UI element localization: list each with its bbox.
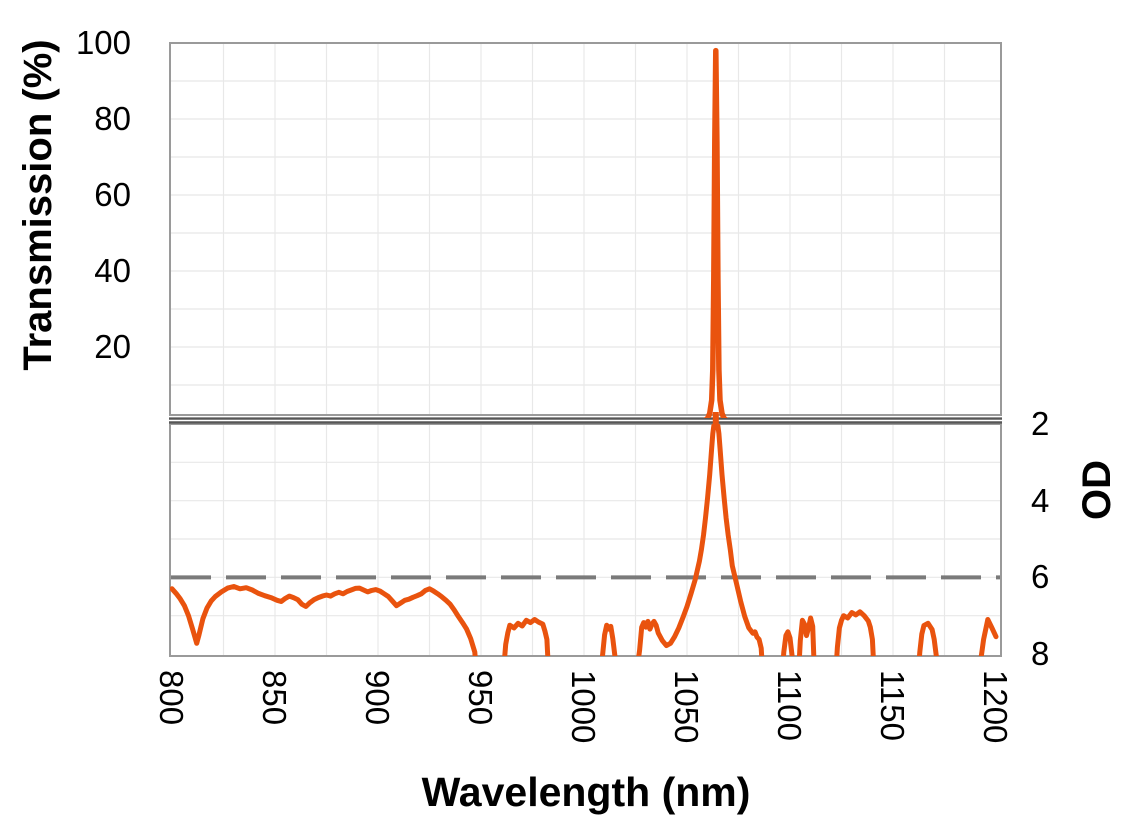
tick-label: 8: [1031, 634, 1050, 672]
tick-label: 40: [94, 252, 131, 289]
y-axis-ticks-transmission: 100 80 60 40 20: [0, 0, 131, 826]
tick-label: 6: [1031, 558, 1050, 596]
tick-label: 1000: [565, 670, 602, 744]
tick-label: 1150: [874, 670, 911, 741]
tick-label: 4: [1031, 481, 1050, 519]
x-axis-title: Wavelength (nm): [421, 769, 751, 815]
tick-label: 950: [462, 670, 499, 726]
tick-label: 800: [153, 670, 190, 726]
tick-label: 100: [75, 24, 131, 61]
tick-label: 60: [94, 176, 131, 213]
tick-label: 850: [256, 670, 293, 726]
tick-label: 1200: [977, 670, 1014, 744]
tick-label: 2: [1031, 405, 1050, 442]
tick-label: 1100: [771, 670, 808, 741]
tick-label: 80: [94, 100, 131, 137]
y-axis-ticks-od: 2 4 6 8: [1031, 0, 1121, 826]
tick-label: 20: [94, 328, 131, 365]
tick-label: 900: [359, 670, 396, 726]
tick-label: 1050: [668, 670, 705, 744]
